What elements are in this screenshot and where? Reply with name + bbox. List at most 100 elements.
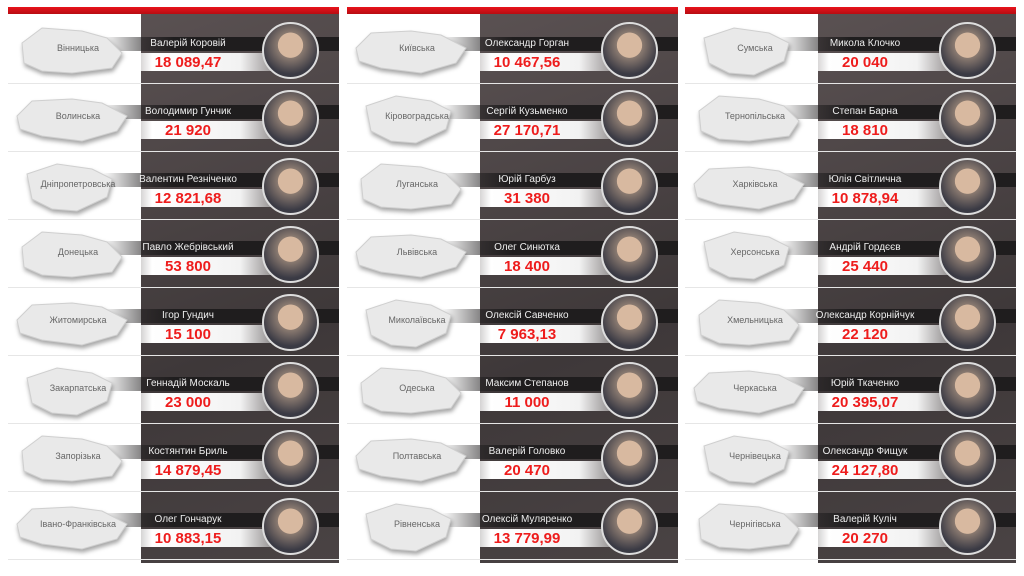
salary-value: 15 100 bbox=[165, 326, 211, 343]
red-header-bar bbox=[347, 7, 678, 14]
region-map-icon bbox=[355, 30, 467, 74]
region-map-icon bbox=[16, 302, 128, 346]
region-row: Донецька Павло Жебрівський 53 800 bbox=[8, 221, 339, 288]
region-map-icon bbox=[16, 506, 128, 550]
region-label: Рівненська bbox=[393, 519, 441, 529]
region-row: Вінницька Валерій Коровій 18 089,47 bbox=[8, 17, 339, 84]
salary-value: 18 400 bbox=[504, 258, 550, 275]
salary-band bbox=[103, 393, 299, 411]
region-row: Київська Олександр Горган 10 467,56 bbox=[347, 17, 678, 84]
governor-photo bbox=[939, 90, 996, 147]
region-row: Дніпропетровська Валентин Резніченко 12 … bbox=[8, 153, 339, 220]
salary-band bbox=[103, 189, 299, 207]
salary-value: 22 120 bbox=[842, 326, 888, 343]
governor-photo bbox=[262, 22, 319, 79]
salary-band bbox=[103, 325, 299, 343]
salary-value: 13 779,99 bbox=[493, 530, 561, 547]
region-map-icon bbox=[21, 231, 123, 278]
governor-name: Степан Барна bbox=[832, 106, 898, 117]
region-label: Тернопільська bbox=[724, 111, 786, 121]
salary-band bbox=[442, 121, 638, 139]
salary-value: 10 878,94 bbox=[831, 190, 899, 207]
governor-photo bbox=[601, 294, 658, 351]
region-map-icon bbox=[693, 166, 805, 210]
salary-band bbox=[780, 53, 976, 71]
region-label: Закарпатська bbox=[49, 383, 107, 393]
region-map-icon bbox=[703, 435, 790, 484]
salary-band bbox=[780, 121, 976, 139]
region-label: Кіровоградська bbox=[385, 111, 449, 121]
region-label: Чернівецька bbox=[729, 451, 781, 461]
region-map-icon bbox=[360, 163, 462, 210]
governor-photo bbox=[262, 362, 319, 419]
region-row: Херсонська Андрій Гордєєв 25 440 bbox=[685, 221, 1016, 288]
region-label: Житомирська bbox=[49, 315, 107, 325]
region-map-icon bbox=[26, 367, 113, 416]
region-map-icon bbox=[698, 95, 800, 142]
region-row: Волинська Володимир Гунчик 21 920 bbox=[8, 85, 339, 152]
region-row: Луганська Юрій Гарбуз 31 380 bbox=[347, 153, 678, 220]
region-map-icon bbox=[698, 503, 800, 550]
salary-band bbox=[442, 393, 638, 411]
column-2: Київська Олександр Горган 10 467,56 Кіро… bbox=[347, 7, 678, 563]
salary-band bbox=[103, 257, 299, 275]
salary-value: 11 000 bbox=[504, 394, 550, 411]
region-map-icon bbox=[21, 435, 123, 482]
region-map-icon bbox=[360, 367, 462, 414]
salary-band bbox=[103, 461, 299, 479]
governor-name: Олег Гончарук bbox=[154, 514, 222, 525]
region-label: Волинська bbox=[55, 111, 101, 121]
salary-value: 10 467,56 bbox=[493, 54, 561, 71]
governor-photo bbox=[939, 226, 996, 283]
governor-photo bbox=[939, 158, 996, 215]
governor-name: Юлія Світлична bbox=[828, 174, 902, 185]
red-header-bar bbox=[685, 7, 1016, 14]
salary-value: 53 800 bbox=[165, 258, 211, 275]
governor-photo bbox=[262, 294, 319, 351]
governor-photo bbox=[939, 362, 996, 419]
salary-band bbox=[442, 529, 638, 547]
region-label: Херсонська bbox=[730, 247, 780, 257]
salary-value: 18 089,47 bbox=[154, 54, 222, 71]
governor-photo bbox=[601, 430, 658, 487]
governor-name: Валерій Коровій bbox=[150, 38, 226, 49]
governor-photo bbox=[601, 90, 658, 147]
salary-value: 12 821,68 bbox=[154, 190, 222, 207]
region-row: Чернівецька Олександр Фищук 24 127,80 bbox=[685, 425, 1016, 492]
salary-value: 25 440 bbox=[842, 258, 888, 275]
salary-value: 21 920 bbox=[165, 122, 211, 139]
governor-photo bbox=[939, 430, 996, 487]
region-map-icon bbox=[365, 503, 452, 552]
governor-photo bbox=[262, 158, 319, 215]
governor-photo bbox=[262, 226, 319, 283]
governor-name: Володимир Гунчик bbox=[145, 106, 231, 117]
governor-name: Валерій Головко bbox=[488, 446, 566, 457]
region-row: Одеська Максим Степанов 11 000 bbox=[347, 357, 678, 424]
region-label: Миколаївська bbox=[388, 315, 446, 325]
salary-band bbox=[103, 121, 299, 139]
salary-value: 20 270 bbox=[842, 530, 888, 547]
salary-value: 10 883,15 bbox=[154, 530, 222, 547]
governor-photo bbox=[601, 362, 658, 419]
governor-photo bbox=[939, 498, 996, 555]
governor-photo bbox=[939, 22, 996, 79]
governor-name: Олександр Горган bbox=[484, 38, 570, 49]
column-1: Вінницька Валерій Коровій 18 089,47 Воли… bbox=[8, 7, 339, 563]
salary-band bbox=[442, 53, 638, 71]
governor-name: Валерій Куліч bbox=[833, 514, 897, 525]
region-map-icon bbox=[16, 98, 128, 142]
region-row: Тернопільська Степан Барна 18 810 bbox=[685, 85, 1016, 152]
region-row: Житомирська Ігор Гундич 15 100 bbox=[8, 289, 339, 356]
region-map-icon bbox=[355, 234, 467, 278]
governor-photo bbox=[601, 158, 658, 215]
region-label: Львівська bbox=[396, 247, 438, 257]
red-header-bar bbox=[8, 7, 339, 14]
region-map-icon bbox=[703, 27, 790, 76]
governor-name: Олександр Корнійчук bbox=[815, 310, 915, 321]
governor-photo bbox=[262, 90, 319, 147]
salary-band bbox=[103, 529, 299, 547]
salary-band bbox=[442, 257, 638, 275]
region-label: Луганська bbox=[396, 179, 438, 189]
governor-name: Олексій Муляренко bbox=[481, 514, 573, 525]
salary-value: 14 879,45 bbox=[154, 462, 222, 479]
